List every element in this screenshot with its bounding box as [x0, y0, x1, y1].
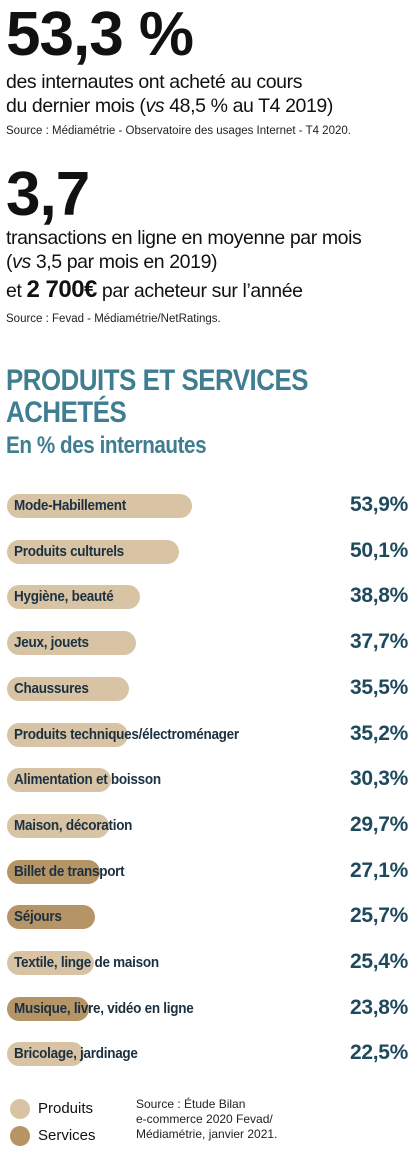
chart-source-line2: e-commerce 2020 Fevad/	[136, 1112, 273, 1126]
stat-source: Source : Médiamétrie - Observatoire des …	[6, 125, 351, 137]
chart-source-line3: Médiamétrie, janvier 2021.	[136, 1127, 278, 1141]
bar-value: 23,8%	[349, 995, 408, 1019]
legend-label-services: Services	[38, 1127, 96, 1144]
bar-row: Hygiène, beauté 38,8%	[0, 579, 418, 619]
bar-value: 27,1%	[349, 858, 408, 882]
stat2-description-line3: et 2 700€ par acheteur sur l’année	[6, 276, 303, 303]
stat-description-line2: du dernier mois (vs 48,5 % au T4 2019)	[6, 95, 333, 117]
bar	[7, 951, 95, 975]
chart-source-line1: Source : Étude Bilan	[136, 1097, 246, 1111]
legend-swatch-services	[10, 1126, 30, 1146]
bar-label: Musique, livre, vidéo en ligne	[14, 999, 194, 1017]
bar-value: 35,2%	[349, 721, 408, 745]
bar-label: Jeux, jouets	[14, 634, 89, 652]
bar	[7, 539, 179, 564]
chart-title-line1: PRODUITS ET SERVICES	[6, 364, 309, 397]
bar	[7, 1042, 85, 1067]
bar-label: Mode-Habillement	[14, 497, 126, 514]
amount-per-buyer: 2 700€	[26, 276, 97, 303]
chart-source: Source : Étude Bilan e-commerce 2020 Fev…	[136, 1097, 277, 1142]
bar-label: Bricolage, jardinage	[14, 1045, 138, 1063]
bar-row: Maison, décoration 29,7%	[0, 808, 418, 848]
stat2-source: Source : Fevad - Médiamétrie/NetRatings.	[6, 313, 221, 325]
bar-row: Jeux, jouets 37,7%	[0, 625, 418, 665]
bar-label: Billet de transport	[14, 862, 125, 880]
bar-label: Maison, décoration	[14, 816, 133, 834]
bar-label: Textile, linge de maison	[14, 954, 159, 971]
bar-value: 50,1%	[349, 538, 408, 562]
bar-row: Mode-Habillement 53,9%	[0, 488, 418, 528]
bar-row: Séjours 25,7%	[0, 899, 418, 939]
chart-title-line2: ACHETÉS	[6, 396, 127, 429]
stat-value-transactions: 3,7	[6, 160, 90, 229]
bar-row: Textile, linge de maison 25,4%	[0, 945, 418, 985]
bar	[7, 813, 109, 838]
chart-subtitle: En % des internautes	[6, 432, 207, 459]
bar-row: Produits techniques/électroménager 35,2%	[0, 717, 418, 757]
bar	[7, 768, 111, 793]
legend-label-produits: Produits	[38, 1100, 94, 1117]
bar-row: Chaussures 35,5%	[0, 671, 418, 711]
bar-row: Musique, livre, vidéo en ligne 23,8%	[0, 991, 418, 1031]
bar-value: 25,7%	[349, 904, 408, 928]
stat-value-internautes: 53,3 %	[6, 0, 194, 69]
bar-row: Produits culturels 50,1%	[0, 534, 418, 574]
bar	[7, 631, 137, 656]
bar-label: Hygiène, beauté	[14, 588, 114, 606]
bar	[7, 676, 129, 701]
stat2-description-line2: (vs 3,5 par mois en 2019)	[6, 251, 218, 273]
bar	[7, 494, 192, 518]
bar-row: Bricolage, jardinage 22,5%	[0, 1036, 418, 1076]
bar-row: Alimentation et boisson 30,3%	[0, 762, 418, 802]
bar	[7, 859, 100, 884]
bar-row: Billet de transport 27,1%	[0, 854, 418, 894]
bar	[7, 996, 89, 1021]
stat2-description-line1: transactions en ligne en moyenne par moi…	[6, 227, 362, 249]
bar-label: Séjours	[14, 908, 62, 926]
bar-value: 35,5%	[349, 675, 408, 699]
bar-value: 30,3%	[349, 767, 408, 791]
bar	[7, 585, 141, 610]
bar-label: Chaussures	[14, 679, 89, 697]
legend-swatch-produits	[10, 1099, 30, 1119]
bar-value: 37,7%	[349, 630, 408, 654]
bar	[7, 905, 96, 930]
bar-value: 29,7%	[349, 812, 408, 836]
bar	[7, 722, 128, 747]
bar-label: Alimentation et boisson	[14, 771, 161, 789]
bar-label: Produits techniques/électroménager	[14, 725, 239, 743]
bar-value: 25,4%	[349, 950, 408, 973]
bar-value: 22,5%	[349, 1041, 408, 1065]
bar-label: Produits culturels	[14, 542, 124, 560]
bar-value: 38,8%	[349, 584, 408, 608]
bar-value: 53,9%	[349, 493, 408, 516]
stat-description-line1: des internautes ont acheté au cours	[6, 71, 303, 93]
